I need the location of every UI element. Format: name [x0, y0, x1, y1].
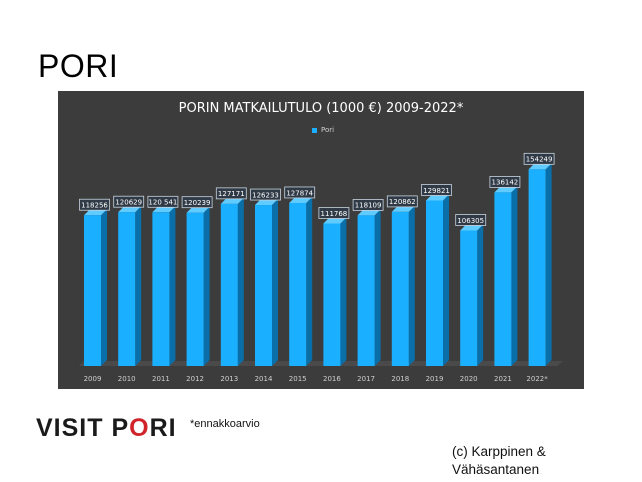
bar-side [443, 194, 449, 366]
x-tick-label: 2014 [255, 375, 273, 383]
bar-top [494, 186, 518, 193]
bar-side [511, 186, 518, 366]
data-label: 118109 [355, 202, 382, 210]
crown-icon: O [129, 414, 150, 442]
bar [186, 212, 204, 366]
bar-side [545, 163, 552, 366]
data-label-box [523, 152, 555, 165]
data-label: 136142 [492, 179, 519, 187]
data-label: 126233 [252, 191, 279, 199]
bar-side [374, 209, 381, 366]
bar-top [426, 194, 449, 201]
footnote: *ennakkoarvio [190, 418, 260, 430]
bar [323, 223, 341, 366]
x-tick-label: 2022* [526, 375, 548, 383]
bar [84, 215, 101, 366]
chart-panel: 118256 2009 120629 2010 120 541 2011 120239 201… [58, 91, 584, 389]
data-label-box [284, 186, 316, 199]
x-tick-label: 2009 [84, 375, 102, 383]
x-tick-label: 2021 [494, 375, 512, 383]
data-label-box [352, 199, 384, 211]
x-tick-label: 2020 [460, 375, 478, 383]
bar-top [84, 209, 107, 216]
chart-floor [78, 361, 564, 366]
data-label-box [318, 207, 350, 219]
page-title: PORI [38, 48, 119, 84]
bar-top [255, 199, 278, 206]
x-tick-label: 2011 [152, 375, 170, 383]
bar [357, 215, 375, 366]
bar-side [408, 205, 415, 366]
visit-pori-logo: VISIT PORI [36, 414, 177, 443]
bar-top [528, 163, 552, 170]
data-label-box [250, 188, 281, 201]
bar [118, 212, 136, 366]
bar-top [186, 206, 210, 213]
bar-side [203, 206, 210, 366]
bar-chart: 118256 2009 120629 2010 120 541 2011 120239 201… [78, 152, 564, 383]
bar-side [237, 197, 244, 366]
bar-top [152, 206, 176, 213]
bar-side [272, 199, 278, 366]
data-label: 127171 [218, 190, 245, 198]
data-label: 129821 [423, 187, 450, 195]
chart-legend: Pori [312, 124, 334, 136]
bar-side [101, 209, 107, 366]
data-label: 120 541 [148, 199, 177, 207]
bar [220, 203, 238, 366]
data-label: 120629 [115, 198, 142, 206]
data-label: 120862 [389, 198, 416, 206]
bar-top [289, 196, 313, 203]
legend-label: Pori [321, 126, 335, 134]
data-label: 120239 [184, 199, 211, 207]
x-tick-label: 2010 [118, 375, 136, 383]
bar [528, 169, 546, 366]
bar [152, 212, 170, 366]
data-label: 127874 [286, 189, 313, 197]
bar [255, 205, 272, 366]
data-label: 106305 [457, 217, 484, 225]
bar-side [340, 217, 347, 366]
data-label: 118256 [81, 202, 108, 210]
x-tick-label: 2013 [220, 375, 238, 383]
bar-top [357, 209, 381, 216]
bar-side [135, 206, 142, 366]
bar [426, 200, 443, 366]
x-tick-label: 2018 [391, 375, 409, 383]
logo-text: VISIT PORI [36, 414, 177, 442]
data-label: 111768 [321, 210, 348, 218]
data-label-box [421, 184, 452, 196]
bar [494, 192, 512, 366]
bar [460, 230, 478, 366]
data-label: 154249 [526, 156, 553, 164]
legend-swatch [312, 127, 317, 133]
bar [289, 202, 307, 366]
bar-top [460, 224, 484, 231]
data-label-box [386, 195, 418, 208]
x-tick-label: 2016 [323, 375, 341, 383]
chart-title: PORIN MATKAILUTULO (1000 €) 2009-2022* [178, 101, 464, 116]
data-label-box [215, 187, 247, 200]
x-tick-label: 2019 [426, 375, 444, 383]
bar-side [169, 206, 176, 366]
bar-side [477, 224, 484, 366]
bar-top [118, 206, 142, 213]
data-label-box [181, 196, 213, 209]
bar-top [391, 205, 415, 212]
bar-side [306, 196, 313, 366]
x-tick-label: 2017 [357, 375, 375, 383]
data-label-box [79, 198, 110, 211]
x-tick-label: 2015 [289, 375, 307, 383]
data-label-box [113, 195, 145, 208]
copyright-credit: (c) Karppinen & Vähäsantanen [452, 444, 546, 477]
data-label-box [489, 176, 521, 188]
data-label-box [147, 195, 179, 208]
bar-top [323, 217, 347, 224]
bar [391, 211, 409, 366]
x-tick-label: 2012 [186, 375, 204, 383]
bar-top [220, 197, 244, 204]
data-label-box [455, 214, 487, 226]
